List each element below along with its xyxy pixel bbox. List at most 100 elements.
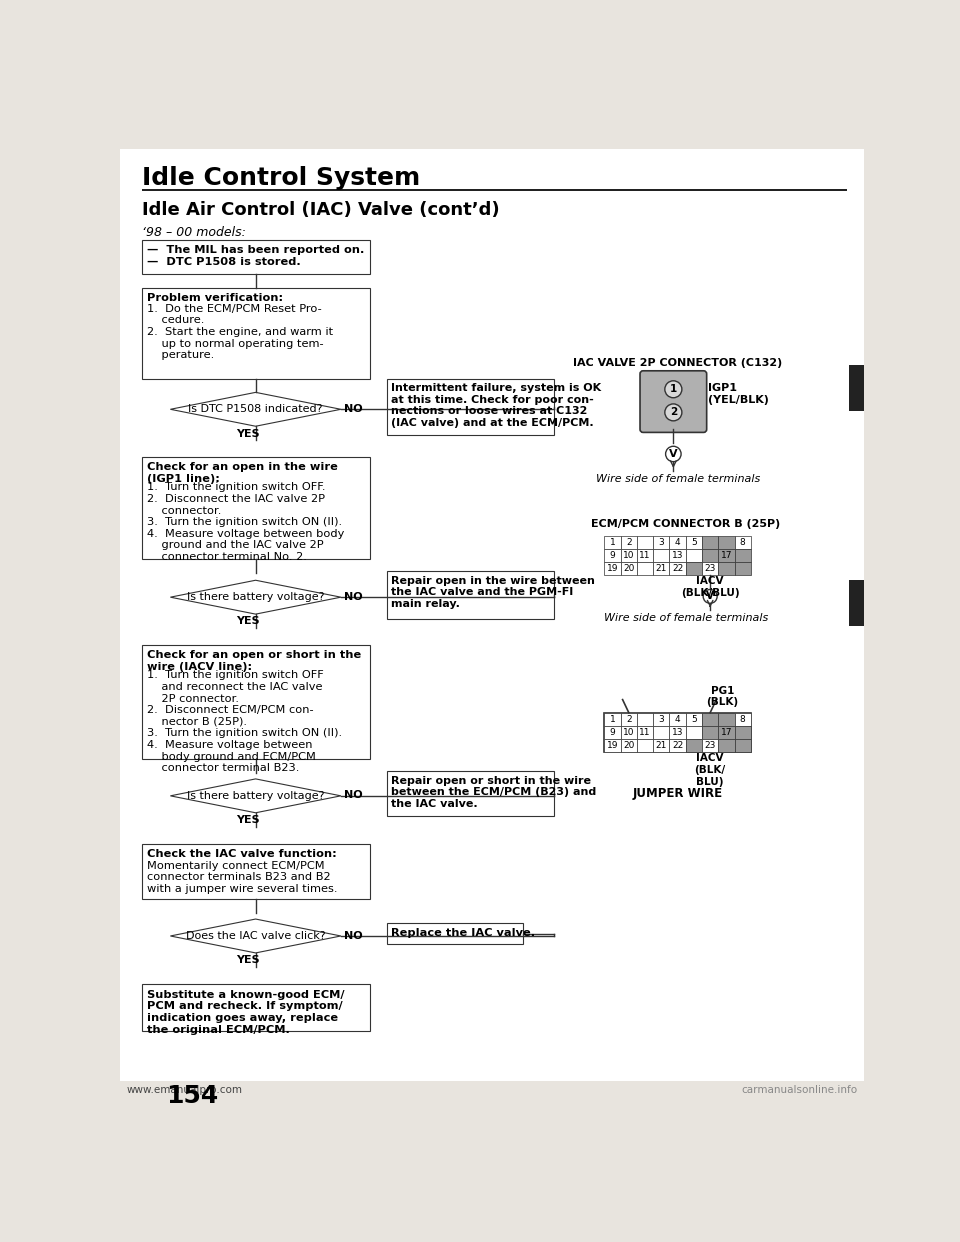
Text: 20: 20 <box>623 564 635 573</box>
Text: 23: 23 <box>705 564 716 573</box>
Text: YES: YES <box>236 616 260 626</box>
FancyBboxPatch shape <box>734 535 751 549</box>
Text: IAC VALVE 2P CONNECTOR (C132): IAC VALVE 2P CONNECTOR (C132) <box>573 359 782 369</box>
FancyBboxPatch shape <box>636 561 653 575</box>
FancyBboxPatch shape <box>621 549 636 561</box>
FancyBboxPatch shape <box>669 549 685 561</box>
FancyBboxPatch shape <box>142 984 371 1031</box>
FancyBboxPatch shape <box>718 713 734 725</box>
FancyBboxPatch shape <box>653 535 669 549</box>
FancyBboxPatch shape <box>636 535 653 549</box>
Text: 20: 20 <box>623 741 635 750</box>
Text: 1: 1 <box>670 384 677 394</box>
FancyBboxPatch shape <box>653 739 669 751</box>
Text: Check for an open or short in the
wire (IACV line):: Check for an open or short in the wire (… <box>147 651 361 672</box>
FancyBboxPatch shape <box>388 379 554 436</box>
FancyBboxPatch shape <box>734 549 751 561</box>
FancyBboxPatch shape <box>718 725 734 739</box>
FancyBboxPatch shape <box>142 288 371 379</box>
Text: Does the IAC valve click?: Does the IAC valve click? <box>186 932 325 941</box>
Polygon shape <box>170 392 341 426</box>
FancyBboxPatch shape <box>849 365 864 411</box>
Text: 3: 3 <box>659 538 664 546</box>
Text: Check for an open in the wire
(IGP1 line):: Check for an open in the wire (IGP1 line… <box>147 462 338 484</box>
FancyBboxPatch shape <box>142 843 371 899</box>
FancyBboxPatch shape <box>669 535 685 549</box>
Text: 22: 22 <box>672 564 684 573</box>
FancyBboxPatch shape <box>120 149 864 1105</box>
FancyBboxPatch shape <box>120 1081 864 1105</box>
FancyBboxPatch shape <box>388 771 554 816</box>
FancyBboxPatch shape <box>621 561 636 575</box>
FancyBboxPatch shape <box>653 561 669 575</box>
FancyBboxPatch shape <box>388 571 554 619</box>
FancyBboxPatch shape <box>388 923 523 944</box>
Text: 11: 11 <box>639 550 651 560</box>
FancyBboxPatch shape <box>142 189 847 191</box>
Text: 13: 13 <box>672 728 684 737</box>
Text: Replace the IAC valve.: Replace the IAC valve. <box>392 928 536 938</box>
Text: 11: 11 <box>639 728 651 737</box>
FancyBboxPatch shape <box>621 713 636 725</box>
Text: 2: 2 <box>626 538 632 546</box>
FancyBboxPatch shape <box>734 739 751 751</box>
Text: 21: 21 <box>656 564 667 573</box>
FancyBboxPatch shape <box>653 549 669 561</box>
Text: carmanualsonline.info: carmanualsonline.info <box>742 1084 858 1094</box>
FancyBboxPatch shape <box>718 549 734 561</box>
Text: ‘98 – 00 models:: ‘98 – 00 models: <box>142 226 246 238</box>
Text: IACV
(BLK/
BLU): IACV (BLK/ BLU) <box>695 754 726 786</box>
Text: 4: 4 <box>675 714 681 724</box>
Text: 1.  Turn the ignition switch OFF.
2.  Disconnect the IAC valve 2P
    connector.: 1. Turn the ignition switch OFF. 2. Disc… <box>147 482 345 563</box>
Text: Problem verification:: Problem verification: <box>147 293 283 303</box>
Text: 1.  Turn the ignition switch OFF
    and reconnect the IAC valve
    2P connecto: 1. Turn the ignition switch OFF and reco… <box>147 671 343 773</box>
FancyBboxPatch shape <box>734 713 751 725</box>
FancyBboxPatch shape <box>849 580 864 626</box>
FancyBboxPatch shape <box>621 535 636 549</box>
Text: 3: 3 <box>659 714 664 724</box>
FancyBboxPatch shape <box>636 725 653 739</box>
Text: IACV
(BLK/BLU): IACV (BLK/BLU) <box>681 576 739 597</box>
Text: YES: YES <box>236 428 260 438</box>
Circle shape <box>665 446 681 462</box>
FancyBboxPatch shape <box>669 739 685 751</box>
Text: NO: NO <box>344 930 363 940</box>
Text: NO: NO <box>344 591 363 602</box>
Text: NO: NO <box>344 790 363 800</box>
FancyBboxPatch shape <box>605 725 621 739</box>
Text: ECM/PCM CONNECTOR B (25P): ECM/PCM CONNECTOR B (25P) <box>591 519 780 529</box>
FancyBboxPatch shape <box>636 549 653 561</box>
Polygon shape <box>170 779 341 812</box>
FancyBboxPatch shape <box>685 549 702 561</box>
Text: JUMPER WIRE: JUMPER WIRE <box>633 786 723 800</box>
Text: V: V <box>707 591 714 601</box>
Text: 22: 22 <box>672 741 684 750</box>
Circle shape <box>665 381 682 397</box>
FancyBboxPatch shape <box>653 725 669 739</box>
FancyBboxPatch shape <box>640 371 707 432</box>
FancyBboxPatch shape <box>621 739 636 751</box>
Text: 1: 1 <box>610 714 615 724</box>
Text: 5: 5 <box>691 714 697 724</box>
FancyBboxPatch shape <box>636 713 653 725</box>
FancyBboxPatch shape <box>605 535 621 549</box>
FancyBboxPatch shape <box>605 713 621 725</box>
FancyBboxPatch shape <box>685 713 702 725</box>
Text: Momentarily connect ECM/PCM
connector terminals B23 and B2
with a jumper wire se: Momentarily connect ECM/PCM connector te… <box>147 861 338 894</box>
Text: YES: YES <box>236 815 260 825</box>
FancyBboxPatch shape <box>605 561 621 575</box>
FancyBboxPatch shape <box>142 240 371 273</box>
FancyBboxPatch shape <box>718 739 734 751</box>
Text: 19: 19 <box>607 564 618 573</box>
FancyBboxPatch shape <box>621 725 636 739</box>
Text: Is there battery voltage?: Is there battery voltage? <box>187 592 324 602</box>
Text: 5: 5 <box>691 538 697 546</box>
Text: 1: 1 <box>610 538 615 546</box>
FancyBboxPatch shape <box>685 561 702 575</box>
Circle shape <box>665 404 682 421</box>
Text: Check the IAC valve function:: Check the IAC valve function: <box>147 850 337 859</box>
Text: 4: 4 <box>675 538 681 546</box>
Text: Wire side of female terminals: Wire side of female terminals <box>604 614 768 623</box>
Text: YES: YES <box>236 955 260 965</box>
Text: 8: 8 <box>740 538 746 546</box>
